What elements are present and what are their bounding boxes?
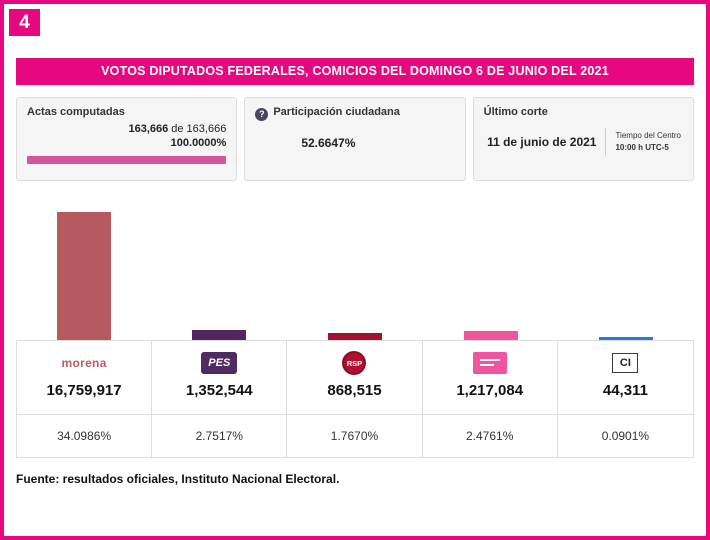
participacion-card: ? Participación ciudadana 52.6647% (244, 97, 466, 181)
actas-total: de 163,666 (171, 123, 227, 135)
actas-computadas-card: Actas computadas 163,666 de 163,666 100.0… (16, 97, 238, 181)
bar-slot-pes (152, 330, 288, 340)
fxm-logo-wrap (423, 350, 557, 376)
bar-morena (56, 212, 111, 340)
morena-logo: morena (61, 356, 107, 370)
ultimo-corte-content: 11 de junio de 2021 Tiempo del Centro 10… (484, 128, 683, 156)
votes-pes: 1,352,544 (185, 382, 253, 399)
pes-logo: PES (201, 352, 238, 374)
bar-candidaturas-independientes (599, 337, 654, 340)
votes-ci: 44,311 (602, 382, 648, 399)
party-cell-pes: PES 1,352,544 (152, 341, 288, 415)
percent-pes: 2.7517% (152, 415, 288, 457)
corte-timezone-name: Tiempo del Centro (615, 131, 681, 140)
pes-logo-wrap: PES (152, 350, 286, 376)
table-row-votes: morena 16,759,917 PES 1,352,544 RSP 868,… (17, 341, 693, 415)
corte-divider (605, 128, 607, 156)
actas-count: 163,666 (128, 123, 169, 135)
participacion-value: 52.6647% (301, 135, 356, 150)
ultimo-corte-card: Último corte 11 de junio de 2021 Tiempo … (472, 97, 694, 181)
actas-progress-fill (27, 156, 227, 164)
bar-fuerza-por-mexico (463, 331, 518, 340)
rsp-logo: RSP (342, 351, 367, 375)
table-row-percents: 34.0986% 2.7517% 1.7670% 2.4761% 0.0901% (17, 415, 693, 457)
ultimo-corte-label: Último corte (483, 106, 548, 118)
results-table: morena 16,759,917 PES 1,352,544 RSP 868,… (16, 340, 694, 458)
bar-slot-morena (16, 212, 152, 340)
figure-number-badge: 4 (9, 9, 40, 36)
corte-timezone-time: 10:00 h UTC-5 (615, 143, 669, 152)
votes-morena: 16,759,917 (46, 382, 122, 399)
ci-logo-wrap: CI (558, 350, 693, 376)
stats-row: Actas computadas 163,666 de 163,666 100.0… (16, 97, 694, 181)
corte-timezone: Tiempo del Centro 10:00 h UTC-5 (615, 130, 681, 154)
party-cell-ci: CI 44,311 (557, 341, 693, 415)
actas-values: 163,666 de 163,666 (27, 123, 227, 135)
participacion-label-row: ? Participación ciudadana (255, 106, 454, 121)
question-mark-icon[interactable]: ? (255, 107, 269, 121)
percent-rsp: 1.7670% (287, 415, 423, 457)
bar-rsp (327, 333, 382, 340)
rsp-logo-wrap: RSP (287, 350, 421, 376)
actas-label: Actas computadas (27, 106, 125, 118)
actas-percent: 100.0000% (170, 137, 227, 149)
party-cell-rsp: RSP 868,515 (287, 341, 423, 415)
bar-slot-fxm (423, 331, 559, 340)
percent-ci: 0.0901% (601, 429, 650, 443)
bar-pes (192, 330, 247, 340)
votes-bar-chart (16, 195, 694, 340)
morena-logo-wrap: morena (17, 350, 151, 376)
percent-morena: 34.0986% (17, 415, 153, 457)
party-cell-fxm: 1,217,084 (422, 341, 558, 415)
votes-rsp: 868,515 (327, 382, 382, 399)
page-title: VOTOS DIPUTADOS FEDERALES, COMICIOS DEL … (16, 58, 694, 85)
corte-date: 11 de junio de 2021 (487, 135, 597, 149)
percent-fxm: 2.4761% (423, 415, 558, 457)
candidaturas-independientes-logo: CI (612, 353, 639, 373)
participacion-label: Participación ciudadana (273, 106, 400, 118)
actas-progress-track (27, 156, 227, 164)
votes-fxm: 1,217,084 (456, 382, 524, 399)
source-note: Fuente: resultados oficiales, Instituto … (16, 472, 340, 486)
bar-slot-ci (558, 337, 694, 340)
party-cell-morena: morena 16,759,917 (17, 341, 153, 415)
fuerza-por-mexico-logo (472, 352, 507, 374)
bar-slot-rsp (287, 333, 423, 340)
